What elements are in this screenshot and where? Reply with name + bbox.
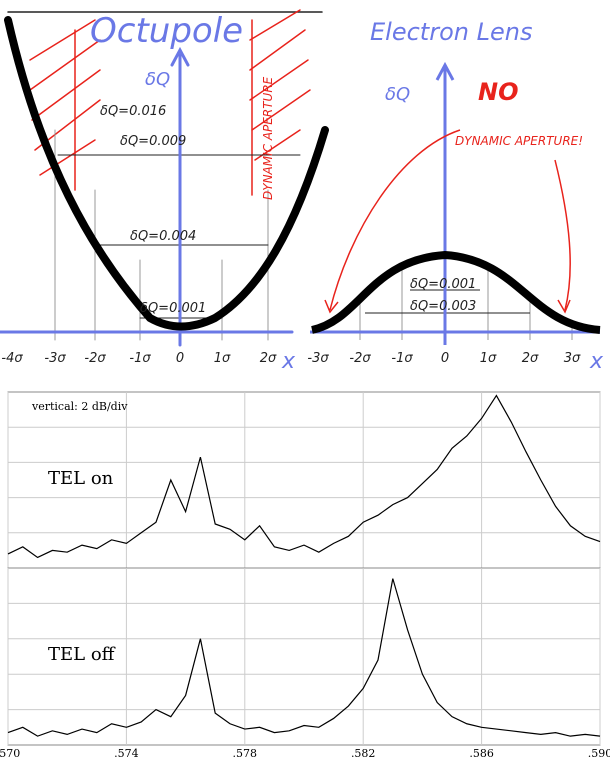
dq-value: δQ=0.003 [410, 299, 476, 314]
axis-label: x [589, 349, 604, 374]
dq-label: δQ [385, 84, 410, 105]
tick-label: 0 [176, 351, 184, 366]
spectra: vertical: 2 dB/div TEL on .570 .574 .578 .582… [0, 391, 610, 760]
tick-label: 1σ [480, 351, 497, 366]
tick-label: 3σ [564, 351, 581, 366]
tick-label: 2σ [260, 351, 277, 366]
annotation: vertical: 2 dB/div [31, 400, 128, 413]
x-tick-label: .582 [351, 747, 376, 760]
dq-value: δQ=0.016 [100, 104, 166, 119]
tick-label: 2σ [522, 351, 539, 366]
tick-label: -2σ [84, 351, 106, 366]
axis-label: x [281, 349, 296, 374]
x-tick-label: .578 [233, 747, 258, 760]
spectrum-line [7, 578, 601, 737]
x-tick-label: .586 [469, 747, 494, 760]
sketch-title: Electron Lens [370, 18, 532, 46]
annotation: TEL on [48, 468, 114, 489]
x-tick-label: .590 [588, 747, 610, 760]
tick-label: -3σ [307, 351, 329, 366]
dq-value: δQ=0.001 [140, 301, 206, 316]
annotation: TEL off [48, 644, 116, 665]
sketch-ticks: -4σ -3σ -2σ -1σ 0 1σ 2σ [1, 351, 277, 366]
x-tick-label: .570 [0, 747, 20, 760]
tick-label: -1σ [391, 351, 413, 366]
tick-label: -4σ [1, 351, 23, 366]
no-label: NO [478, 78, 519, 106]
tick-label: 0 [441, 351, 449, 366]
sketch-left [0, 9, 329, 347]
tick-label: -3σ [44, 351, 66, 366]
tick-label: 1σ [214, 351, 231, 366]
dq-label: δQ [145, 69, 170, 90]
dq-value: δQ=0.004 [130, 229, 196, 244]
x-tick-label: .574 [114, 747, 139, 760]
dq-value: δQ=0.001 [410, 277, 476, 292]
tick-label: -2σ [349, 351, 371, 366]
spectrum-line [7, 394, 601, 559]
aperture-label: DYNAMIC APERTURE! [455, 134, 583, 148]
aperture-label: DYNAMIC APERTURE [261, 76, 275, 200]
dq-value: δQ=0.009 [120, 134, 186, 149]
tick-label: -1σ [129, 351, 151, 366]
sketch-ticks: -3σ -2σ -1σ 0 1σ 2σ 3σ [307, 351, 581, 366]
sketch-right [310, 61, 601, 345]
sketch-title: Octupole [90, 11, 243, 51]
